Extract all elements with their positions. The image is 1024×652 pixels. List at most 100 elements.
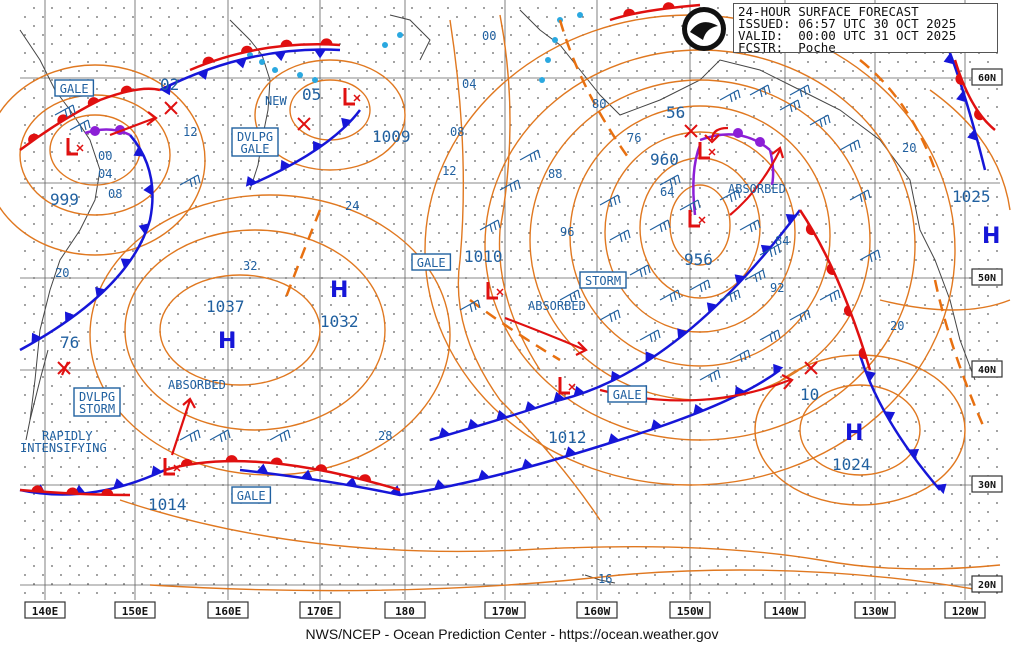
high-center-glyph: H [845, 421, 863, 446]
isobar-label: 84 [775, 234, 789, 248]
isobar-label: 32 [243, 259, 257, 273]
wind-barbs [54, 84, 881, 443]
svg-text:H: H [845, 421, 863, 446]
svg-text:GALE: GALE [613, 388, 642, 402]
isobar-label: 08 [108, 187, 122, 201]
header-issued: ISSUED: 06:57 UTC 30 OCT 2025 [738, 16, 957, 31]
svg-text:H: H [218, 329, 236, 354]
isobar-label: 20 [890, 319, 904, 333]
svg-text:160E: 160E [215, 605, 242, 618]
center-value: 1024 [832, 455, 871, 474]
svg-text:140W: 140W [772, 605, 799, 618]
longitude-label: 150E [114, 601, 156, 619]
map-labels: 02 05 NEW 999 1009 1037 1032 1010 76 101… [20, 29, 991, 586]
absorbed-label: ABSORBED [728, 182, 786, 196]
center-value: 02 [160, 75, 179, 94]
svg-text:GALE: GALE [237, 489, 266, 503]
longitude-labels: 140E 150E 160E 170E 180 170W 160W 150W 140W 130W 1… [24, 601, 986, 619]
center-value: 960 [650, 150, 679, 169]
high-center-glyph: H [982, 224, 1000, 249]
absorbed-label: ABSORBED [528, 299, 586, 313]
svg-text:DVLPG: DVLPG [79, 390, 115, 404]
svg-text:GALE: GALE [241, 142, 270, 156]
center-value: 10 [800, 385, 819, 404]
svg-text:DVLPG: DVLPG [237, 130, 273, 144]
isobar-label: 88 [548, 167, 562, 181]
low-center-glyph [163, 458, 181, 476]
center-value: 56 [666, 103, 685, 122]
svg-text:STORM: STORM [585, 274, 621, 288]
svg-text:180: 180 [395, 605, 415, 618]
longitude-label: 150W [669, 601, 711, 619]
isobar-label: 28 [378, 429, 392, 443]
low-track-markers [57, 101, 818, 375]
isobar-label: 92 [770, 281, 784, 295]
svg-text:140E: 140E [32, 605, 59, 618]
low-center-glyph [558, 377, 576, 395]
longitude-label: 160W [576, 601, 618, 619]
high-center-glyph: H [330, 278, 348, 303]
low-center-glyph [486, 282, 504, 300]
isobar-label: 00 [482, 29, 496, 43]
header-title: 24-HOUR SURFACE FORECAST [738, 4, 919, 19]
isobar-label: 00 [98, 149, 112, 163]
svg-text:H: H [330, 278, 348, 303]
fronts [19, 2, 996, 497]
longitude-label: 170W [484, 601, 526, 619]
low-center-glyph [698, 142, 716, 160]
isobar-label: 12 [183, 125, 197, 139]
warning-tag: GALE [411, 253, 452, 271]
isobar-label: 08 [450, 125, 464, 139]
latitude-label: 30N [971, 475, 1003, 493]
ice-edge [247, 12, 583, 83]
troughs [283, 19, 987, 431]
latitude-label: 20N [971, 575, 1003, 593]
isobar-labels: 00 04 08 12 20 24 28 32 00 04 08 12 16 20 64 76 80 84 88 92… [55, 29, 916, 586]
svg-text:150W: 150W [677, 605, 704, 618]
warning-tag: GALE [54, 79, 95, 97]
svg-text:20N: 20N [978, 580, 996, 591]
low-center-glyph [343, 88, 361, 106]
isobar-label: 12 [442, 164, 456, 178]
noaa-logo [682, 7, 726, 51]
svg-text:H: H [982, 224, 1000, 249]
low-center-glyph [688, 210, 706, 228]
isobar-label: 04 [462, 77, 476, 91]
svg-text:60N: 60N [978, 73, 996, 84]
svg-text:STORM: STORM [79, 402, 115, 416]
warning-tag: GALE [607, 385, 648, 403]
svg-text:130W: 130W [862, 605, 889, 618]
header-valid: VALID: 00:00 UTC 31 OCT 2025 [738, 28, 957, 43]
isobar-label: 64 [660, 185, 674, 199]
low-center-glyph [66, 138, 84, 156]
rapidly-label: RAPIDLY [42, 429, 93, 443]
isobar-label: 20 [902, 141, 916, 155]
isobar-label: 24 [345, 199, 359, 213]
center-value: 999 [50, 190, 79, 209]
header-forecaster: FCSTR: Poche [738, 40, 836, 55]
credit-line: NWS/NCEP - Ocean Prediction Center - htt… [305, 626, 719, 642]
high-center-glyph: H [218, 329, 236, 354]
latitude-label: 40N [971, 360, 1003, 378]
center-value: 05 [302, 85, 321, 104]
latitude-label: 50N [971, 268, 1003, 286]
isobar-label: 80 [592, 97, 606, 111]
isobar-label: 76 [627, 131, 641, 145]
longitude-label: 140E [24, 601, 66, 619]
intensifying-label: INTENSIFYING [20, 441, 107, 455]
isobars [0, 14, 1011, 592]
svg-text:160W: 160W [584, 605, 611, 618]
longitude-label: 120W [944, 601, 986, 619]
center-value: 1025 [952, 187, 991, 206]
isobar-label: 20 [55, 266, 69, 280]
latitude-labels: 60N 50N 40N 30N 20N [971, 68, 1003, 593]
longitude-label: 140W [764, 601, 806, 619]
longitude-label: 170E [299, 601, 341, 619]
forecast-header-box: 24-HOUR SURFACE FORECAST ISSUED: 06:57 U… [733, 3, 998, 55]
isobar-label: 16 [598, 572, 612, 586]
longitude-label: 130W [854, 601, 896, 619]
center-value: 1014 [148, 495, 187, 514]
